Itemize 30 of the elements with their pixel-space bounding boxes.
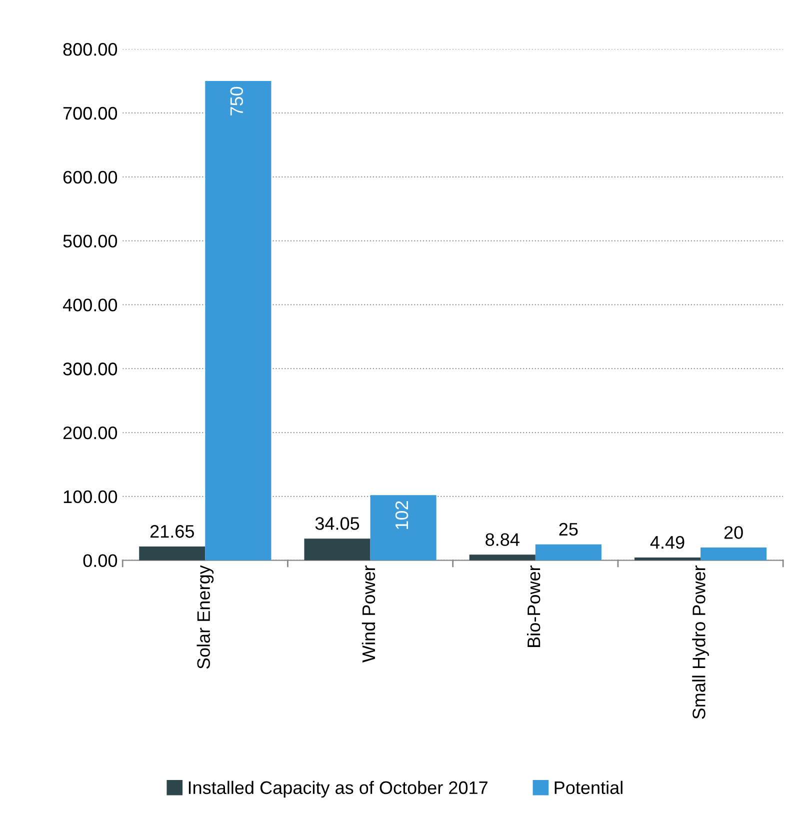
- y-tick-label: 400.00: [62, 298, 118, 312]
- x-tick-label: Small Hydro Power: [692, 565, 709, 719]
- y-tick-label: 300.00: [63, 362, 118, 376]
- data-label: 34.05: [315, 517, 360, 530]
- y-tick-label: 500.00: [63, 234, 118, 248]
- bar: [535, 544, 602, 560]
- data-label: 25: [559, 522, 578, 536]
- bar: [469, 554, 536, 560]
- bar: [370, 495, 436, 560]
- data-label: 750: [230, 86, 244, 116]
- y-tick-label: 600.00: [63, 170, 118, 184]
- bar: [205, 81, 272, 560]
- data-label: 20: [724, 526, 743, 539]
- y-tick-label: 0.00: [83, 554, 118, 568]
- data-label: 102: [395, 501, 408, 530]
- data-label: 4.49: [650, 536, 684, 549]
- bar: [700, 548, 767, 560]
- x-tick-label: Bio-Power: [526, 565, 540, 647]
- x-tick-label: Wind Power: [362, 565, 376, 662]
- y-tick-label: 100.00: [64, 490, 118, 504]
- y-tick-label: 700.00: [63, 106, 118, 120]
- data-label: 21.65: [150, 525, 194, 538]
- data-label: 8.84: [486, 533, 520, 546]
- x-tick-label: Solar Energy: [196, 565, 214, 669]
- bar: [139, 546, 206, 560]
- y-tick-label: 800.00: [63, 43, 118, 56]
- y-tick-label: 200.00: [63, 426, 118, 440]
- legend-label: Potential: [554, 780, 622, 794]
- bar: [304, 538, 370, 560]
- legend-label: Installed Capacity as of October 2017: [188, 780, 488, 798]
